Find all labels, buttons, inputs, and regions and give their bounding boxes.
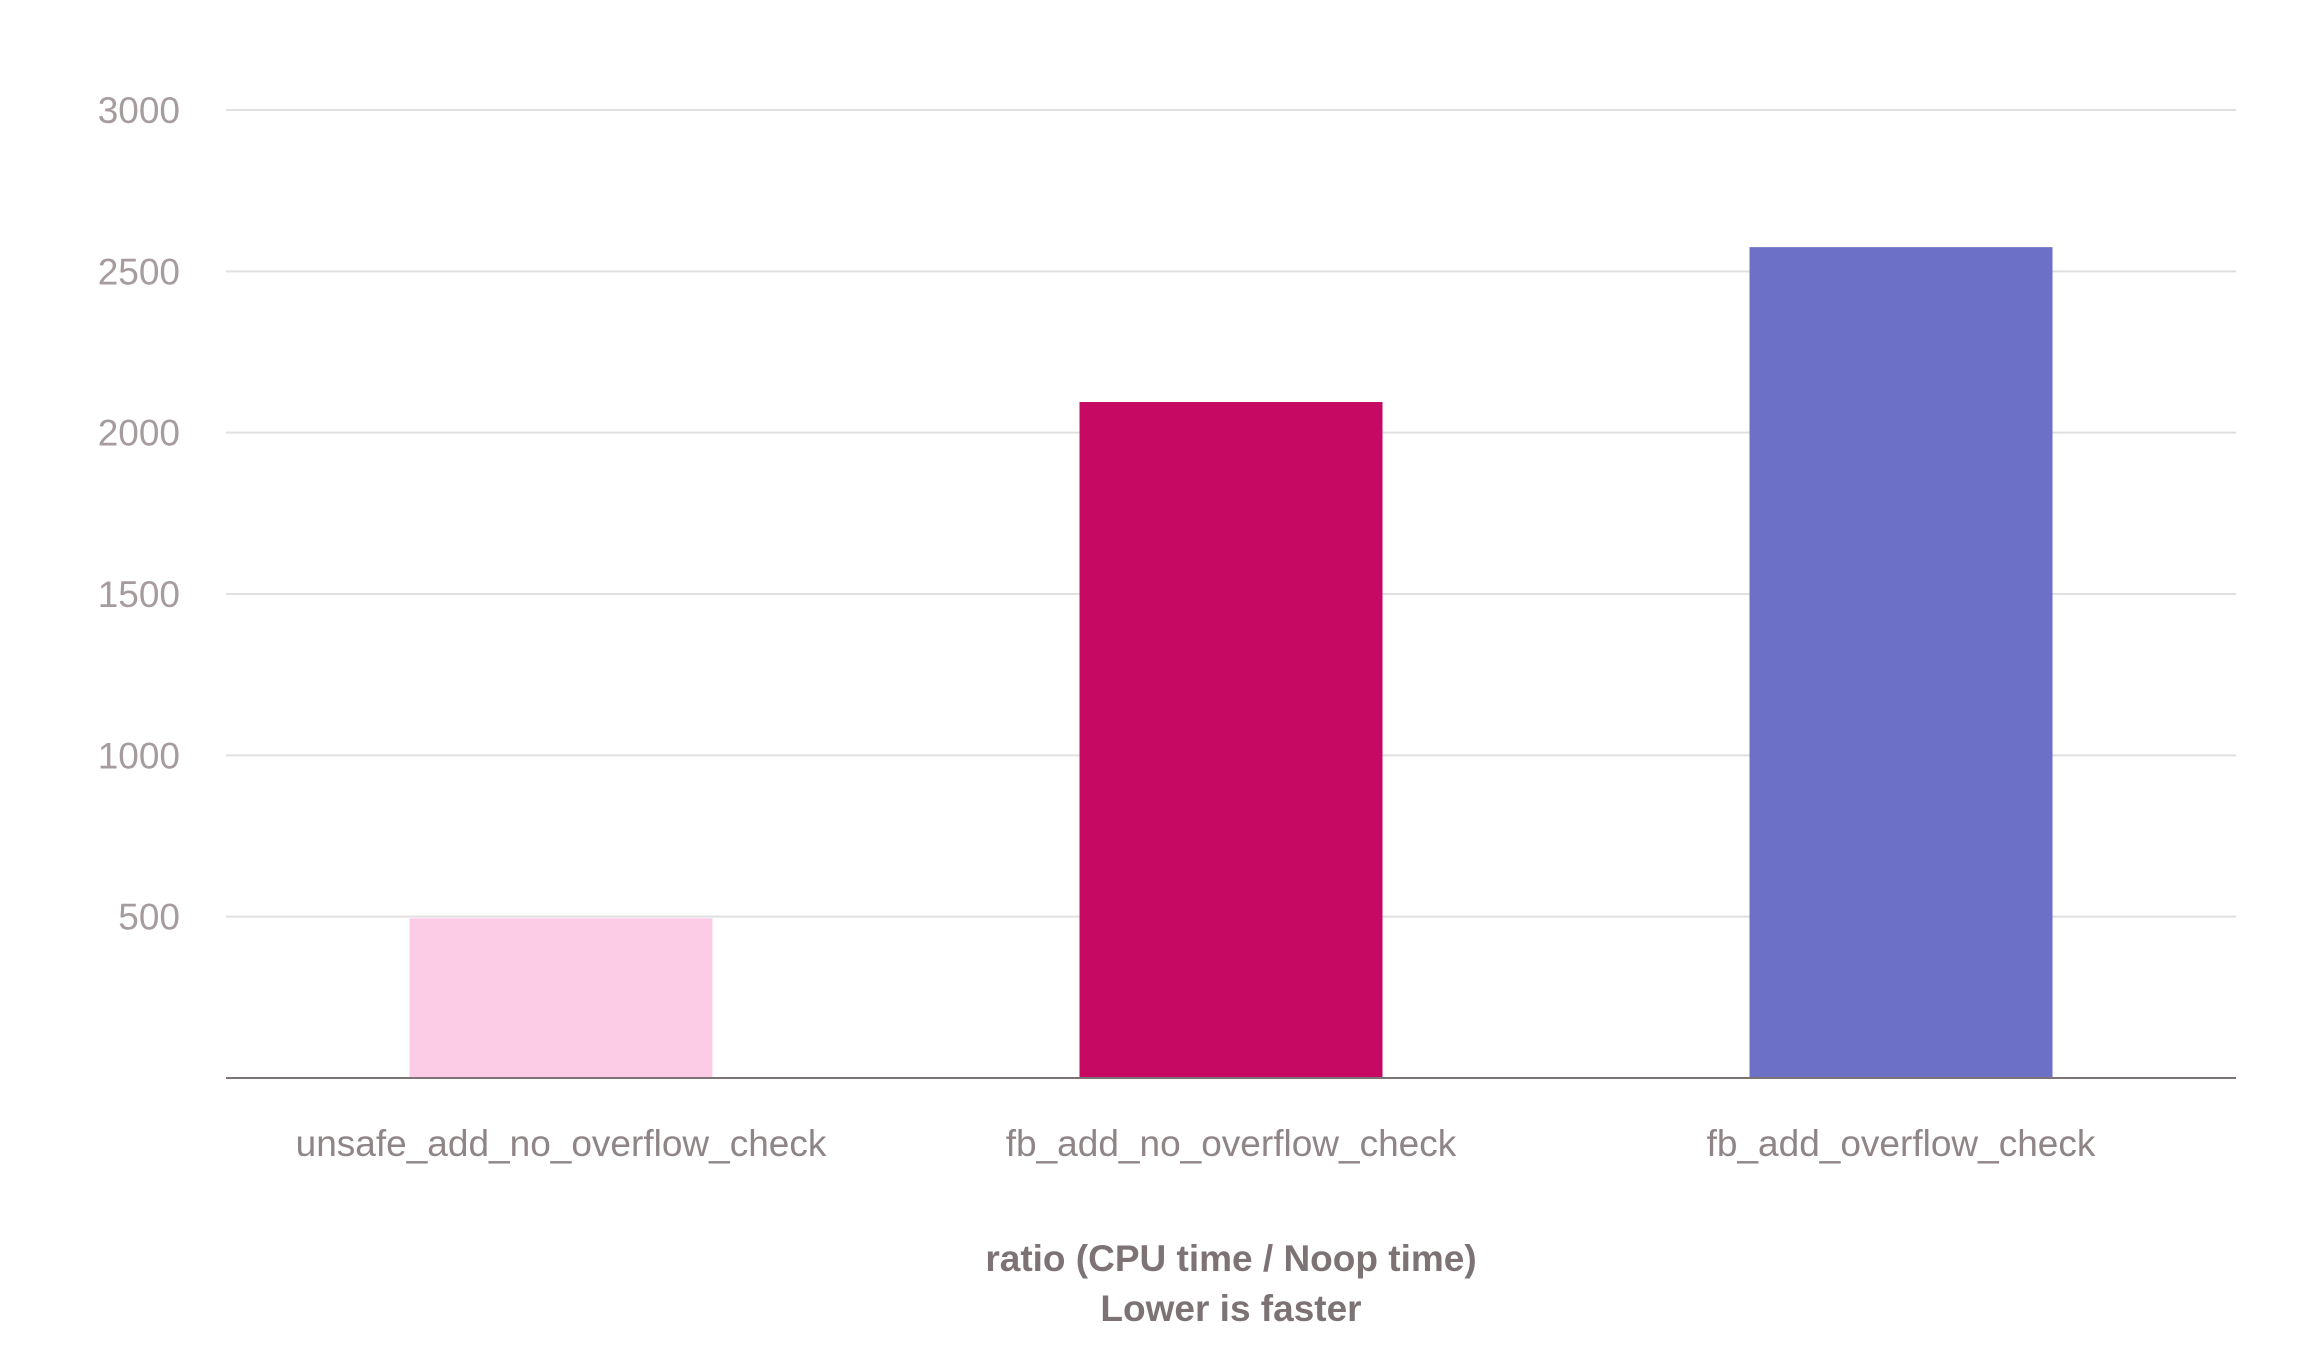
bar-fb_add_overflow_check xyxy=(1749,247,2053,1079)
y-tick-label: 1000 xyxy=(98,735,180,776)
y-tick-label: 2500 xyxy=(98,251,180,292)
x-axis-subtitle: Lower is faster xyxy=(1100,1288,1361,1329)
x-axis-category-labels: unsafe_add_no_overflow_check fb_add_no_ov… xyxy=(296,1123,2096,1164)
y-tick-label: 2000 xyxy=(98,413,180,454)
x-category-label: fb_add_overflow_check xyxy=(1707,1123,2096,1164)
x-category-label: unsafe_add_no_overflow_check xyxy=(296,1123,827,1164)
bar-fb_add_no_overflow_check xyxy=(1079,402,1383,1079)
x-category-label: fb_add_no_overflow_check xyxy=(1006,1123,1457,1164)
y-tick-label: 1500 xyxy=(98,574,180,615)
y-axis-tick-labels: 500 1000 1500 2000 2500 3000 xyxy=(98,90,180,938)
x-axis-title: ratio (CPU time / Noop time) xyxy=(985,1238,1476,1279)
bar-unsafe_add_no_overflow_check xyxy=(409,918,713,1078)
y-tick-label: 3000 xyxy=(98,90,180,131)
bars xyxy=(409,247,2053,1079)
y-tick-label: 500 xyxy=(118,897,180,938)
